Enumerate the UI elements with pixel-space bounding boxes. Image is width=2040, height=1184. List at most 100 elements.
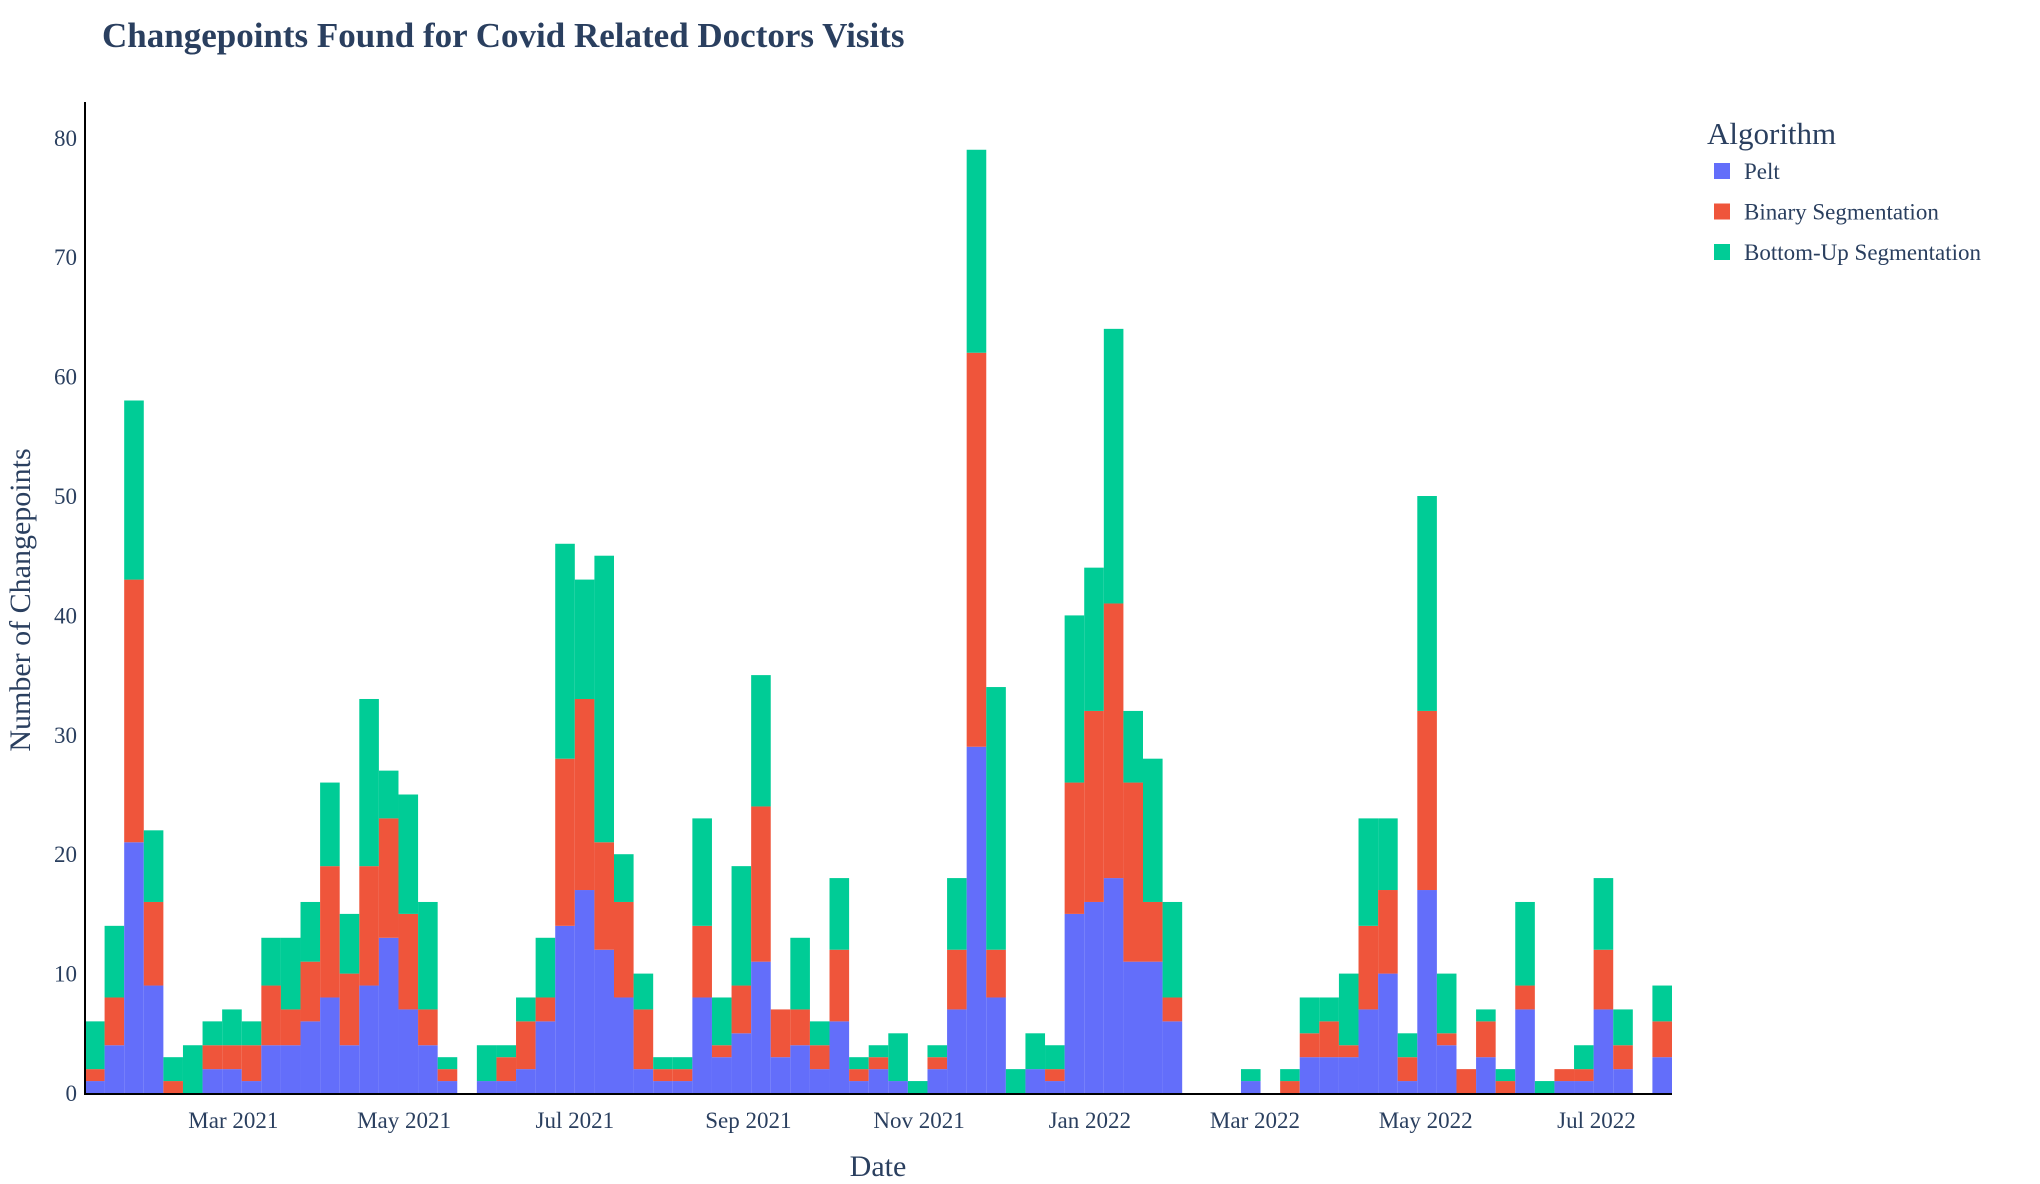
bar-bottom-up-segmentation-2022-04-07 [1358,818,1379,926]
bar-bottom-up-segmentation-2022-01-13 [1123,710,1143,783]
bar-pelt-2021-08-26 [731,1033,752,1093]
bar-bottom-up-segmentation-2022-05-26 [1495,1069,1516,1082]
bar-bottom-up-segmentation-2021-06-24 [555,543,575,759]
bar-bottom-up-segmentation-2021-11-04 [927,1045,948,1058]
bar-binary-segmentation-2022-05-26 [1495,1081,1516,1093]
legend-item-bottom-up-segmentation[interactable]: Bottom-Up Segmentation [1714,240,1982,265]
bar-binary-segmentation-2022-03-10 [1280,1081,1300,1093]
bar-binary-segmentation-2022-04-28 [1417,710,1437,891]
bar-bottom-up-segmentation-2021-02-11 [182,1045,203,1093]
y-tick-label: 30 [54,723,77,748]
bar-binary-segmentation-2021-06-03 [496,1057,517,1082]
legend-swatch [1714,163,1730,179]
bar-binary-segmentation-2022-05-05 [1436,1033,1457,1046]
bar-binary-segmentation-2021-11-04 [927,1057,948,1070]
bar-bottom-up-segmentation-2021-12-23 [1064,615,1085,783]
bar-pelt-2022-07-07 [1613,1069,1633,1093]
bar-bottom-up-segmentation-2021-02-04 [163,1057,183,1082]
bar-pelt-2021-08-19 [711,1057,732,1093]
bar-binary-segmentation-2021-07-08 [594,842,614,950]
bar-binary-segmentation-2021-02-25 [222,1045,242,1070]
bar-binary-segmentation-2021-03-18 [280,1009,301,1046]
bar-bottom-up-segmentation-2022-07-21 [1652,985,1672,1022]
bar-bottom-up-segmentation-2022-06-09 [1534,1081,1555,1093]
y-tick-label: 20 [54,842,77,867]
legend-label: Binary Segmentation [1744,200,1939,225]
bar-binary-segmentation-2021-04-08 [339,973,360,1046]
bar-pelt-2021-08-05 [672,1081,693,1093]
bar-bottom-up-segmentation-2022-05-19 [1476,1009,1496,1022]
legend-item-pelt[interactable]: Pelt [1714,159,1780,184]
bar-bottom-up-segmentation-2022-06-30 [1593,878,1614,950]
bar-bottom-up-segmentation-2021-04-15 [359,698,379,867]
bar-binary-segmentation-2021-08-12 [692,925,712,998]
bar-pelt-2021-01-21 [124,842,144,1093]
legend-label: Pelt [1744,159,1780,184]
bar-binary-segmentation-2021-09-16 [790,1009,810,1046]
bar-bottom-up-segmentation-2022-03-24 [1319,997,1339,1022]
bar-binary-segmentation-2022-06-30 [1593,949,1614,1010]
bar-binary-segmentation-2021-04-01 [320,866,340,998]
bar-pelt-2021-03-25 [300,1021,321,1093]
bar-binary-segmentation-2021-01-07 [85,1069,105,1082]
bar-pelt-2022-03-31 [1338,1057,1359,1093]
bar-bottom-up-segmentation-2021-09-23 [809,1021,830,1046]
bar-bottom-up-segmentation-2021-08-12 [692,818,712,926]
bar-pelt-2021-05-06 [418,1045,438,1093]
bar-bottom-up-segmentation-2022-03-31 [1338,973,1359,1046]
bar-bottom-up-segmentation-2021-04-22 [378,770,399,819]
bar-pelt-2021-07-01 [574,890,595,1093]
bar-bottom-up-segmentation-2021-08-26 [731,866,752,986]
bar-pelt-2021-04-22 [378,937,399,1093]
bar-bottom-up-segmentation-2021-07-15 [614,854,634,902]
x-tick-label: Mar 2021 [188,1108,278,1133]
bar-bottom-up-segmentation-2021-01-21 [124,400,144,580]
bar-binary-segmentation-2021-07-22 [633,1009,654,1070]
legend-swatch [1714,244,1730,260]
bar-pelt-2021-03-11 [261,1045,281,1093]
bar-pelt-2021-12-23 [1064,913,1085,1093]
bar-bottom-up-segmentation-2022-05-05 [1436,973,1457,1034]
bar-pelt-2021-06-10 [516,1069,536,1093]
bar-pelt-2022-04-14 [1378,973,1398,1093]
bar-pelt-2021-12-16 [1045,1081,1065,1093]
bar-bottom-up-segmentation-2021-03-25 [300,901,321,962]
legend-item-binary-segmentation[interactable]: Binary Segmentation [1714,200,1939,225]
bar-bottom-up-segmentation-2021-07-08 [594,555,614,843]
bar-pelt-2022-06-30 [1593,1009,1614,1093]
bar-binary-segmentation-2021-02-18 [202,1045,223,1070]
x-axis-ticks: Mar 2021 May 2021 Jul 2021 Sep 2021 Nov 2021… [188,1108,1635,1133]
bar-bottom-up-segmentation-2021-01-07 [85,1021,105,1070]
x-tick-label: Jan 2022 [1049,1108,1131,1133]
bar-pelt-2021-01-07 [85,1081,105,1093]
y-tick-label: 40 [54,603,77,628]
bar-pelt-2021-11-11 [947,1009,967,1093]
bar-binary-segmentation-2022-04-07 [1358,925,1379,1010]
bar-bottom-up-segmentation-2022-01-27 [1162,901,1183,998]
y-tick-label: 80 [54,126,77,151]
bar-bottom-up-segmentation-2021-08-19 [711,997,732,1046]
bar-pelt-2021-07-22 [633,1069,654,1093]
bar-pelt-2021-03-18 [280,1045,301,1093]
bar-pelt-2021-04-01 [320,997,340,1093]
bar-bottom-up-segmentation-2021-10-28 [907,1081,928,1093]
bar-bottom-up-segmentation-2021-09-30 [829,878,850,950]
bar-binary-segmentation-2021-05-06 [418,1009,438,1046]
bar-pelt-2021-12-09 [1025,1069,1046,1093]
bar-pelt-2022-02-24 [1240,1081,1261,1093]
bar-binary-segmentation-2022-01-20 [1143,901,1163,962]
bar-pelt-2022-04-21 [1397,1081,1418,1093]
bar-binary-segmentation-2021-01-21 [124,579,144,843]
bar-pelt-2021-10-14 [868,1069,889,1093]
bar-bottom-up-segmentation-2021-03-18 [280,937,301,1010]
bar-pelt-2021-09-23 [809,1069,830,1093]
bar-pelt-2021-06-24 [555,925,575,1093]
bar-binary-segmentation-2021-12-23 [1064,782,1085,914]
bar-pelt-2021-06-03 [496,1081,517,1093]
bar-binary-segmentation-2021-03-04 [241,1045,262,1082]
bar-bottom-up-segmentation-2022-01-06 [1103,328,1124,604]
bar-binary-segmentation-2022-05-12 [1456,1069,1477,1093]
bar-pelt-2021-12-30 [1084,901,1104,1093]
x-tick-label: Jul 2021 [536,1108,615,1133]
